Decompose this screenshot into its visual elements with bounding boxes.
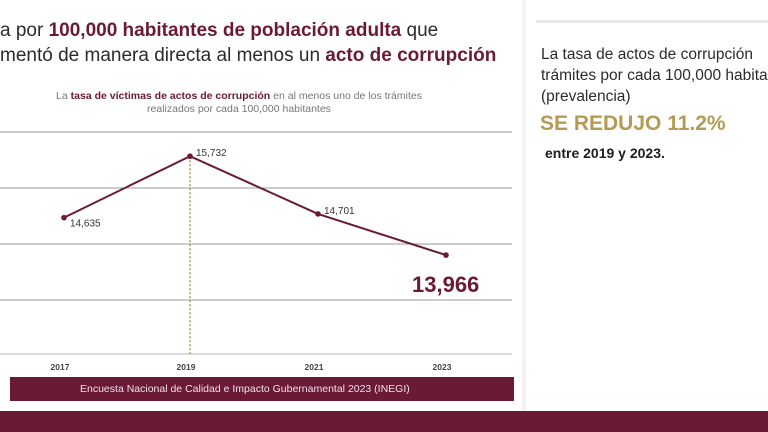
right-line-1: La tasa de actos de corrupción (541, 46, 753, 63)
headline-line-2: mentó de manera directa al menos un acto… (0, 43, 520, 68)
data-label-2021: 14,701 (324, 206, 355, 217)
x-tick-2019: 2019 (177, 362, 196, 372)
headline-2a: mentó de manera directa al menos un (0, 45, 326, 66)
data-label-2017: 14,635 (70, 219, 101, 230)
headline-1b: 100,000 habitantes de población adulta (48, 20, 402, 41)
chart-subtitle: La tasa de víctimas de actos de corrupci… (14, 90, 464, 116)
series-line (63, 155, 447, 257)
subtitle-1c: en al menos uno de los trámites (270, 90, 422, 102)
subtitle-1a: La (56, 90, 71, 102)
right-line-3: (prevalencia) (541, 88, 631, 105)
line-chart: 14,635 15,732 14,701 13,966 2017 2019 2021 2023 (0, 131, 512, 372)
right-divider (536, 20, 768, 23)
data-point-2019 (187, 153, 193, 160)
period-text: entre 2019 y 2023. (545, 145, 665, 161)
headline: a por 100,000 habitantes de población ad… (0, 18, 520, 68)
headline-1a: a por (0, 20, 49, 41)
data-point-2021 (315, 211, 321, 217)
subtitle-1b: tasa de víctimas de actos de corrupción (70, 90, 271, 102)
x-tick-2021: 2021 (305, 362, 324, 372)
right-line-2: trámites por cada 100,000 habitantes (541, 67, 768, 84)
right-panel (526, 0, 768, 432)
headline-2b: acto de corrupción (325, 45, 497, 66)
data-point-2023 (443, 252, 449, 258)
x-tick-2023: 2023 (433, 362, 452, 372)
subtitle-line-1: La tasa de víctimas de actos de corrupci… (14, 90, 464, 103)
subtitle-line-2: realizados por cada 100,000 habitantes (147, 103, 331, 115)
bottom-band (0, 411, 768, 432)
left-panel (0, 0, 522, 432)
data-label-2023: 13,966 (412, 272, 479, 297)
headline-line-1: a por 100,000 habitantes de población ad… (0, 18, 520, 43)
data-point-2017 (61, 214, 67, 221)
x-tick-2017: 2017 (51, 362, 70, 372)
data-label-2019: 15,732 (196, 148, 227, 159)
reduction-headline: SE REDUJO 11.2% (540, 112, 726, 135)
source-bar: Encuesta Nacional de Calidad e Impacto G… (10, 377, 514, 401)
headline-1c: que (401, 20, 439, 41)
right-description: La tasa de actos de corrupción trámites … (541, 44, 768, 107)
